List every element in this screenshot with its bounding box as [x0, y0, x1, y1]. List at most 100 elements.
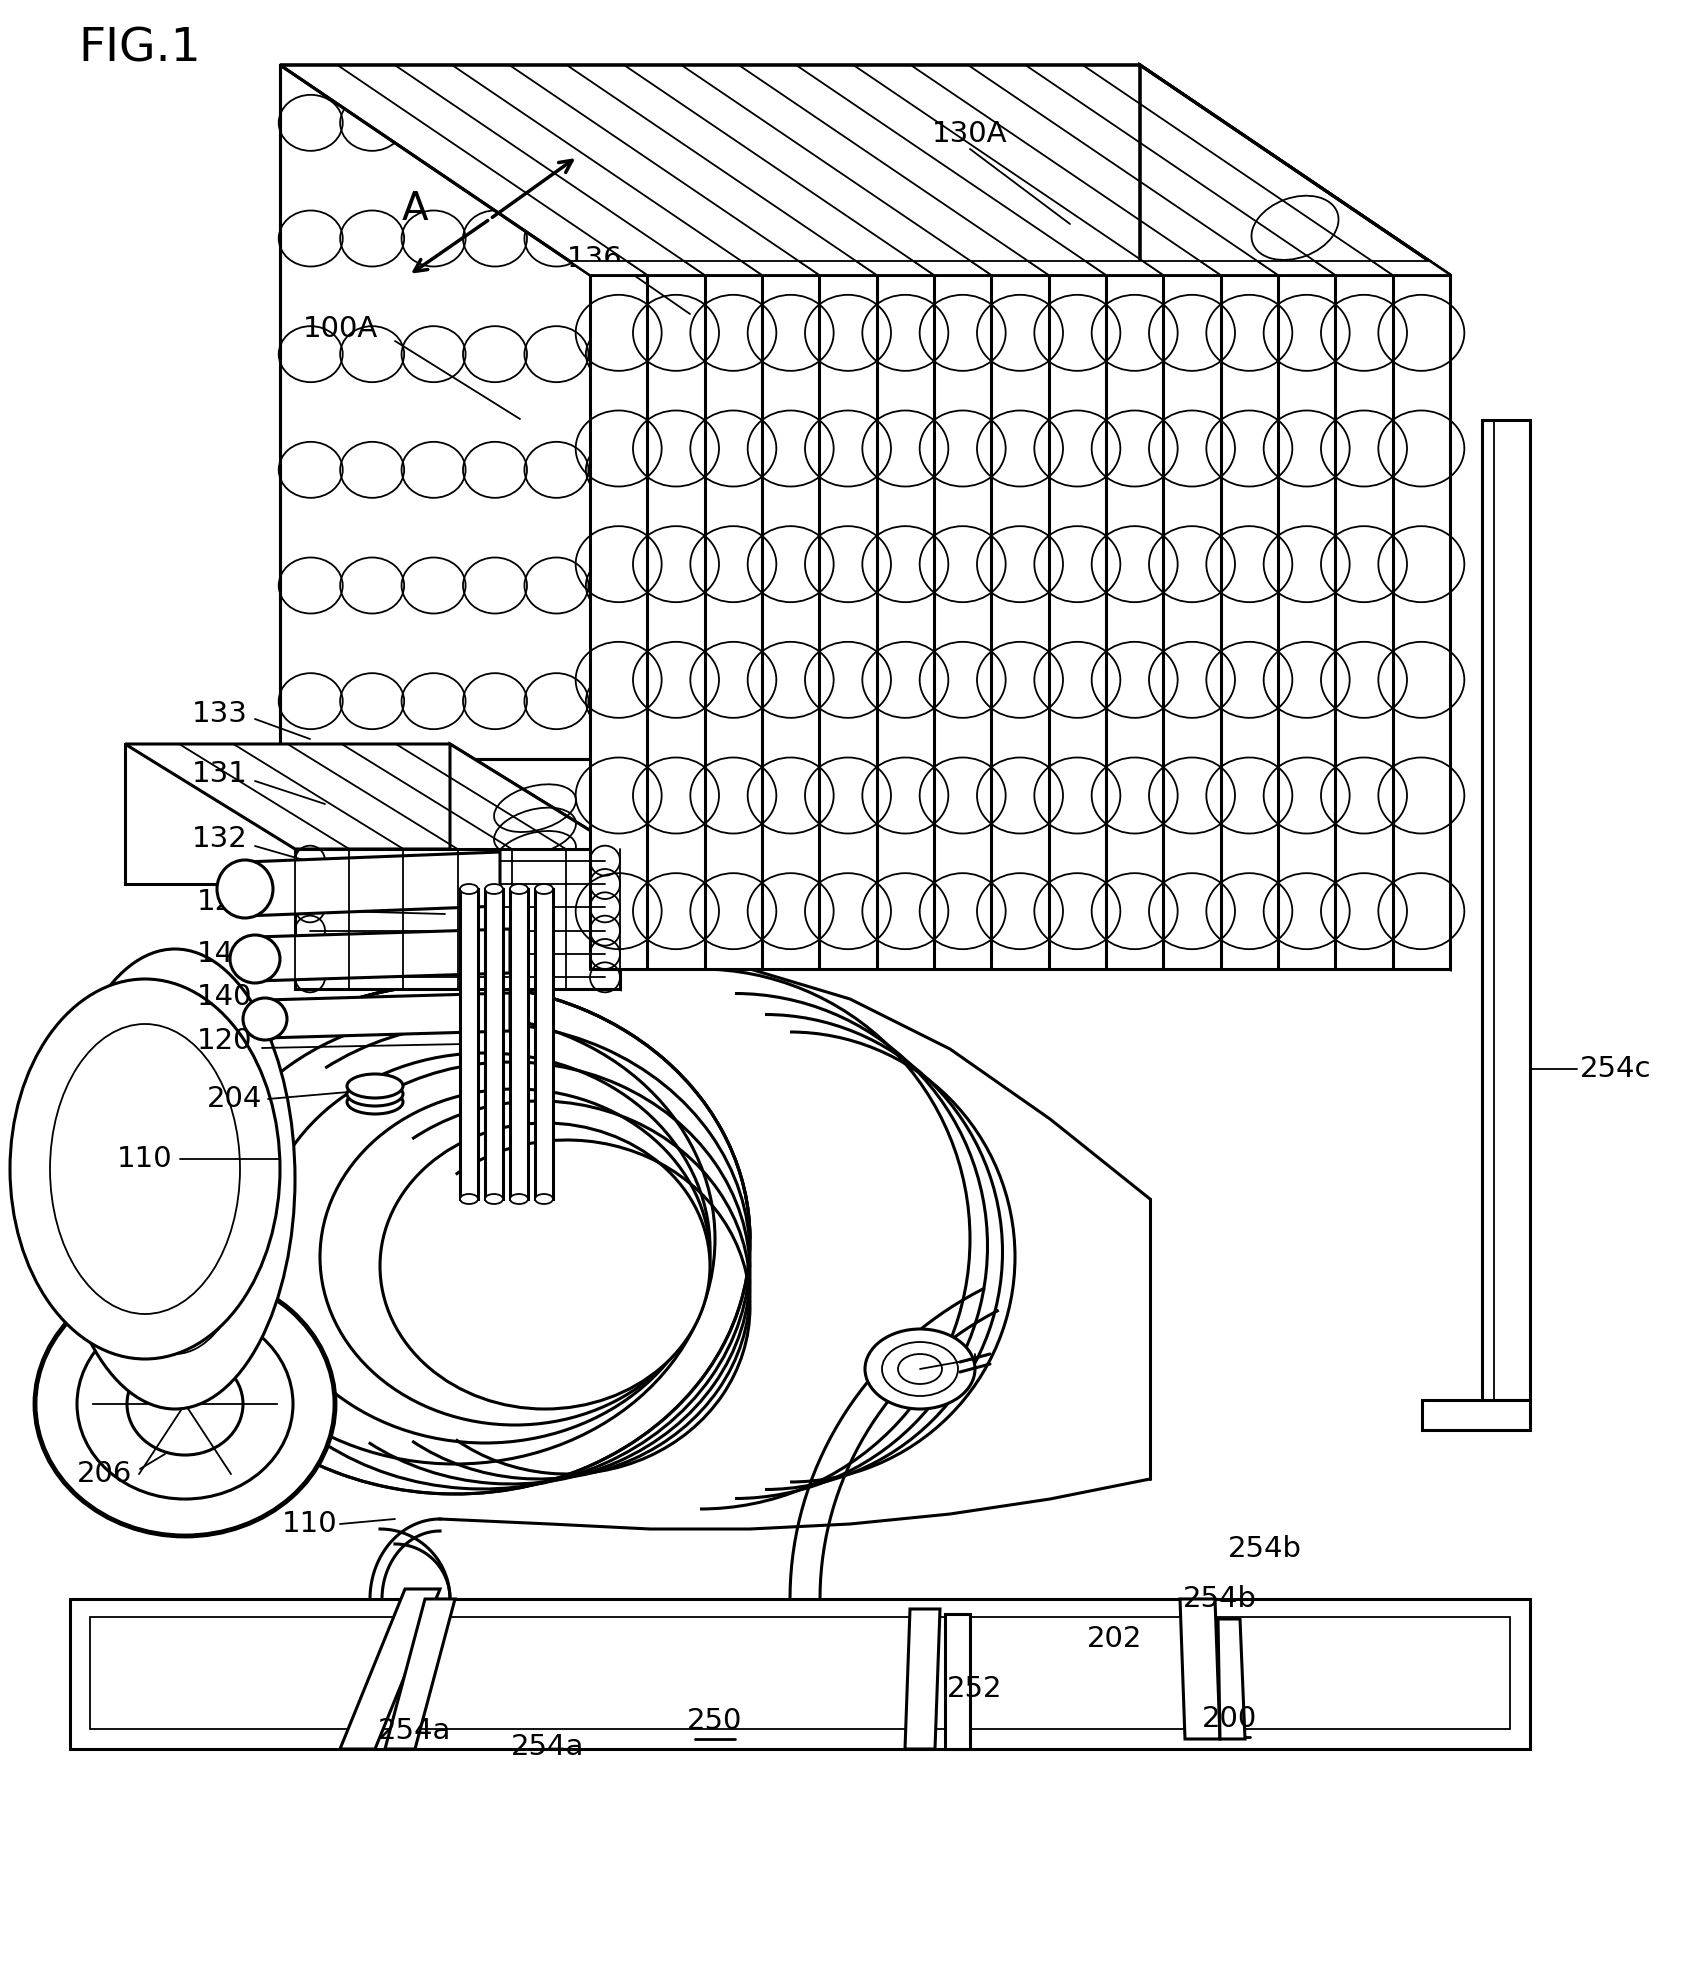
Polygon shape [647, 276, 704, 969]
Polygon shape [1314, 262, 1393, 276]
Polygon shape [684, 262, 762, 276]
Text: 252: 252 [947, 1676, 1003, 1703]
Polygon shape [1393, 276, 1451, 969]
Text: 254b: 254b [1183, 1585, 1257, 1613]
Polygon shape [265, 992, 511, 1038]
Text: 202: 202 [1087, 1624, 1142, 1654]
Polygon shape [1220, 276, 1277, 969]
Polygon shape [1200, 262, 1277, 276]
Polygon shape [1142, 262, 1220, 276]
Ellipse shape [898, 1355, 942, 1384]
Text: 110: 110 [118, 1146, 174, 1174]
Text: 140: 140 [197, 983, 253, 1010]
Ellipse shape [259, 1053, 709, 1443]
Ellipse shape [160, 984, 750, 1494]
Text: 254a: 254a [511, 1733, 585, 1760]
Polygon shape [1180, 1599, 1220, 1739]
Text: 254a: 254a [379, 1717, 452, 1745]
Polygon shape [1028, 262, 1105, 276]
Polygon shape [460, 888, 479, 1199]
Polygon shape [244, 853, 500, 916]
Polygon shape [1141, 65, 1451, 969]
Polygon shape [704, 276, 762, 969]
Polygon shape [511, 888, 527, 1199]
Polygon shape [905, 1609, 940, 1748]
Text: 250: 250 [687, 1707, 743, 1735]
Polygon shape [536, 888, 553, 1199]
Text: 100A: 100A [302, 315, 377, 343]
Polygon shape [971, 262, 1048, 276]
Polygon shape [945, 1615, 971, 1748]
Polygon shape [741, 262, 819, 276]
Ellipse shape [35, 1272, 335, 1536]
Polygon shape [295, 849, 620, 988]
Text: 200: 200 [1203, 1705, 1257, 1733]
Polygon shape [1372, 262, 1451, 276]
Polygon shape [340, 1589, 440, 1748]
Polygon shape [280, 65, 1141, 758]
Polygon shape [913, 262, 991, 276]
Ellipse shape [485, 884, 504, 894]
Polygon shape [1335, 276, 1393, 969]
Polygon shape [799, 262, 876, 276]
Ellipse shape [511, 884, 527, 894]
Ellipse shape [460, 1193, 479, 1203]
Text: 120: 120 [197, 888, 253, 916]
Text: 140: 140 [197, 939, 253, 969]
Text: FIG.1: FIG.1 [78, 26, 201, 71]
Polygon shape [1422, 1400, 1530, 1429]
Polygon shape [125, 744, 620, 849]
Text: 132: 132 [192, 825, 248, 853]
Text: 131: 131 [192, 760, 248, 788]
Ellipse shape [243, 998, 286, 1040]
Ellipse shape [460, 884, 479, 894]
Polygon shape [450, 744, 620, 988]
Polygon shape [590, 276, 647, 969]
Ellipse shape [347, 1083, 403, 1107]
Ellipse shape [78, 1309, 293, 1498]
Ellipse shape [536, 884, 553, 894]
Ellipse shape [347, 1073, 403, 1099]
Polygon shape [71, 1599, 1530, 1748]
Ellipse shape [536, 1193, 553, 1203]
Text: 133: 133 [192, 701, 248, 729]
Polygon shape [125, 744, 450, 884]
Ellipse shape [56, 949, 295, 1410]
Ellipse shape [195, 1014, 714, 1465]
Ellipse shape [864, 1329, 976, 1410]
Ellipse shape [229, 935, 280, 983]
Text: 254b: 254b [1228, 1536, 1303, 1563]
Polygon shape [1105, 276, 1163, 969]
Polygon shape [570, 262, 647, 276]
Polygon shape [856, 262, 933, 276]
Polygon shape [590, 276, 1451, 969]
Text: 204: 204 [207, 1085, 263, 1112]
Polygon shape [71, 1591, 1530, 1760]
Text: 130A: 130A [932, 120, 1008, 148]
Polygon shape [1085, 262, 1163, 276]
Ellipse shape [10, 979, 280, 1359]
Text: 254c: 254c [1581, 1055, 1651, 1083]
Polygon shape [933, 276, 991, 969]
Text: 120: 120 [197, 1028, 253, 1055]
Polygon shape [1048, 276, 1105, 969]
Polygon shape [1277, 276, 1335, 969]
Text: A: A [401, 189, 428, 228]
Polygon shape [876, 276, 933, 969]
Ellipse shape [347, 1091, 403, 1114]
Polygon shape [627, 262, 704, 276]
Text: 206: 206 [78, 1459, 133, 1489]
Ellipse shape [881, 1343, 959, 1396]
Ellipse shape [485, 1193, 504, 1203]
Polygon shape [1483, 419, 1530, 1400]
Polygon shape [485, 888, 504, 1199]
Polygon shape [280, 65, 1451, 276]
Polygon shape [1218, 1619, 1245, 1739]
Text: 136: 136 [568, 244, 623, 274]
Ellipse shape [217, 860, 273, 918]
Polygon shape [1257, 262, 1335, 276]
Polygon shape [819, 276, 876, 969]
Ellipse shape [381, 1122, 709, 1410]
Polygon shape [1163, 276, 1220, 969]
Polygon shape [254, 929, 511, 981]
